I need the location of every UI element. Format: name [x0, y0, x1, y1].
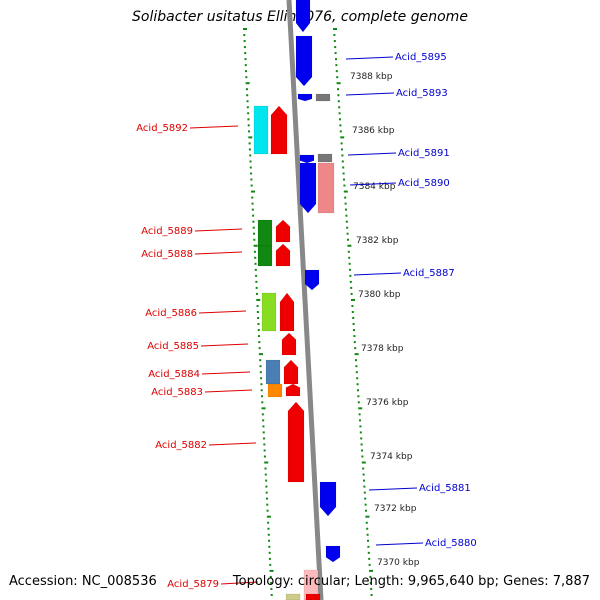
forward-gene-leader — [194, 251, 243, 255]
reverse-gene-leader — [375, 542, 424, 546]
reverse-gene-label: Acid_5893 — [396, 88, 448, 99]
forward-gene-label: Acid_5888 — [141, 249, 193, 260]
accession-text: Accession: NC_008536 — [9, 574, 157, 589]
forward-gene-leader — [198, 310, 247, 314]
ruler-label: 7382 kbp — [356, 236, 399, 246]
gene-glyph-acid-5879 — [303, 569, 319, 600]
gene-glyph-acid-5886-b — [279, 292, 295, 332]
gene-glyph-acid-5892-a — [253, 105, 269, 155]
gene-glyph-acid-5889-a — [257, 219, 273, 247]
ruler-label: 7380 kbp — [358, 290, 401, 300]
gene-glyph-acid-5895 — [295, 35, 313, 87]
forward-gene-leader — [220, 581, 259, 585]
reverse-gene-label: Acid_5890 — [398, 178, 450, 189]
forward-gene-leader — [189, 125, 239, 129]
gene-glyph-top — [295, 0, 311, 33]
gene-glyph-bottom-a — [285, 593, 301, 600]
reverse-gene-leader — [345, 56, 394, 60]
reverse-gene-label: Acid_5895 — [395, 52, 447, 63]
gene-glyph-acid-5893-pair — [315, 93, 331, 102]
forward-gene-leader — [204, 389, 253, 393]
forward-gene-leader — [201, 371, 251, 375]
forward-gene-label: Acid_5884 — [148, 369, 200, 380]
gene-glyph-acid-5882 — [287, 401, 305, 483]
forward-gene-label: Acid_5892 — [136, 123, 188, 134]
forward-gene-label: Acid_5883 — [151, 387, 203, 398]
forward-gene-leader — [208, 442, 257, 446]
gene-glyph-acid-5886-a — [261, 292, 277, 332]
gene-glyph-acid-5881 — [319, 481, 337, 517]
gene-glyph-acid-5884-b — [283, 359, 299, 385]
gene-glyph-acid-5892-b — [270, 105, 288, 155]
gene-glyph-acid-5893 — [297, 93, 313, 102]
forward-gene-label: Acid_5879 — [167, 579, 219, 590]
gene-glyph-acid-5891 — [299, 154, 315, 164]
reverse-gene-label: Acid_5880 — [425, 538, 477, 549]
reverse-gene-label: Acid_5887 — [403, 268, 455, 279]
gene-glyph-acid-5887 — [304, 269, 320, 291]
left-tick-row — [243, 28, 274, 596]
gene-glyph-acid-5890-pair — [317, 162, 335, 214]
forward-gene-label: Acid_5889 — [141, 226, 193, 237]
forward-gene-leader — [200, 343, 249, 347]
reverse-gene-leader — [349, 182, 397, 186]
gene-glyph-acid-5880 — [325, 545, 341, 563]
ruler-label: 7388 kbp — [350, 72, 393, 82]
gene-glyph-acid-5885 — [281, 332, 297, 356]
reverse-gene-leader — [353, 272, 402, 276]
gene-glyph-acid-5884-a — [265, 359, 281, 385]
ruler-label: 7378 kbp — [361, 344, 404, 354]
reverse-gene-leader — [345, 92, 395, 96]
gene-glyph-acid-5890 — [299, 162, 317, 214]
forward-gene-leader — [194, 228, 243, 232]
gene-glyph-acid-5888-a — [257, 245, 273, 267]
ruler-label: 7370 kbp — [377, 558, 420, 568]
gene-glyph-acid-5883-b — [285, 383, 301, 397]
forward-gene-label: Acid_5886 — [145, 308, 197, 319]
forward-gene-label: Acid_5885 — [147, 341, 199, 352]
ruler-label: 7384 kbp — [353, 182, 396, 192]
gene-glyph-acid-5889-b — [275, 219, 291, 243]
reverse-gene-label: Acid_5891 — [398, 148, 450, 159]
gene-glyph-acid-5891-pair — [317, 153, 333, 163]
gene-glyph-acid-5883-a — [267, 383, 283, 398]
ruler-label: 7372 kbp — [374, 504, 417, 514]
gene-glyph-acid-5888-b — [275, 243, 291, 267]
ruler-label: 7376 kbp — [366, 398, 409, 408]
gene-glyph-bottom-b — [305, 593, 321, 600]
reverse-gene-label: Acid_5881 — [419, 483, 471, 494]
ruler-label: 7386 kbp — [352, 126, 395, 136]
forward-gene-label: Acid_5882 — [155, 440, 207, 451]
reverse-gene-leader — [347, 152, 397, 156]
genome-summary-text: Topology: circular; Length: 9,965,640 bp… — [232, 574, 590, 589]
right-tick-row — [333, 28, 373, 596]
reverse-gene-leader — [368, 487, 418, 491]
ruler-label: 7374 kbp — [370, 452, 413, 462]
genome-backbone — [286, 0, 324, 600]
